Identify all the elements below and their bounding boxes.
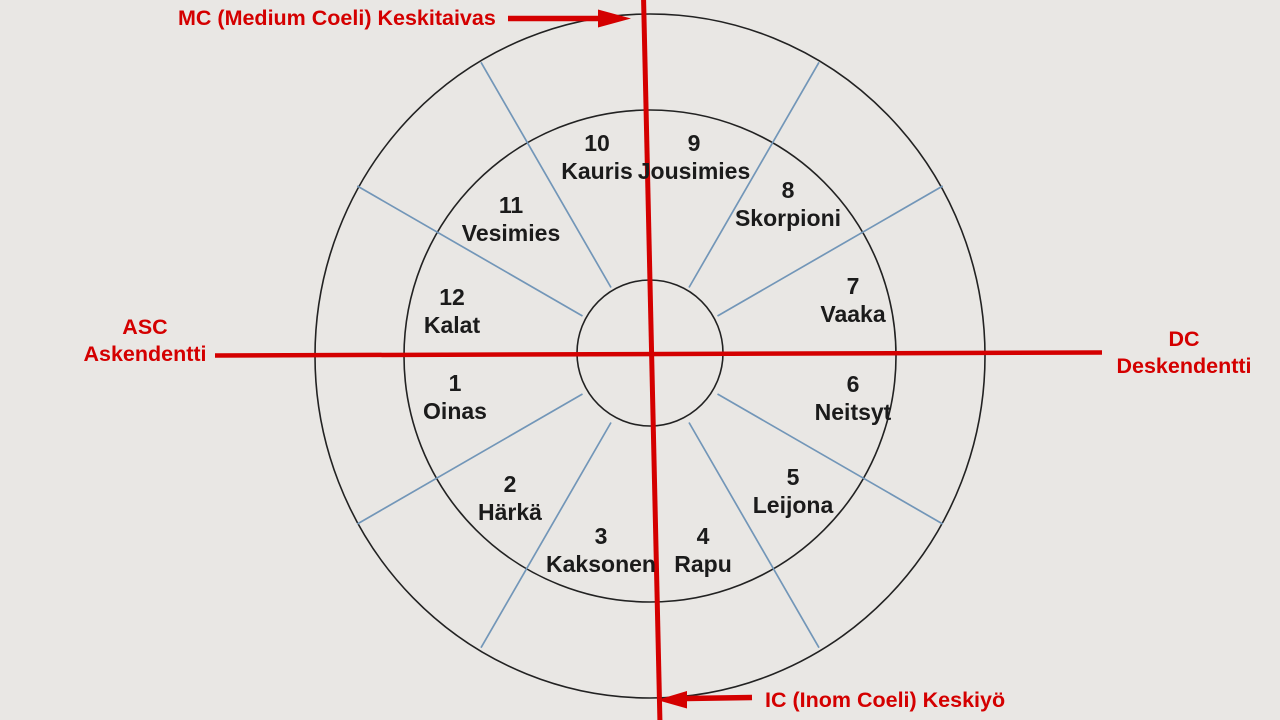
house-number: 5 bbox=[786, 464, 800, 490]
asc-dc-axis-line bbox=[214, 350, 1103, 358]
house-sign-name: Härkä bbox=[478, 499, 542, 525]
house-number: 4 bbox=[696, 523, 710, 549]
house-sign-name: Oinas bbox=[423, 398, 487, 424]
house-number: 7 bbox=[846, 273, 860, 299]
house-label-1: 1 Oinas bbox=[423, 369, 487, 425]
left-arrow-icon bbox=[657, 691, 687, 709]
mc-ic-axis-line bbox=[641, 0, 663, 720]
house-sign-name: Neitsyt bbox=[814, 399, 892, 425]
asc-label: ASC Askendentti bbox=[83, 314, 206, 368]
house-cusp-lines bbox=[356, 61, 944, 649]
house-cusp-line bbox=[688, 422, 820, 649]
house-sign-name: Jousimies bbox=[637, 158, 751, 184]
house-number: 9 bbox=[687, 130, 701, 156]
right-arrow-icon bbox=[598, 9, 631, 28]
house-label-11: 11 Vesimies bbox=[462, 191, 560, 247]
house-cusp-line bbox=[356, 393, 583, 525]
dc-name: Deskendentti bbox=[1116, 354, 1252, 378]
house-sign-name: Skorpioni bbox=[734, 205, 842, 231]
ic-label-text: IC (Inom Coeli) Keskiyö bbox=[765, 688, 1006, 712]
house-label-10: 10 Kauris bbox=[561, 129, 633, 185]
house-label-5: 5 Leijona bbox=[753, 463, 834, 519]
ic-arrow-shaft bbox=[685, 694, 753, 702]
house-cusp-line bbox=[717, 185, 944, 317]
house-label-3: 3 Kaksonen bbox=[546, 522, 656, 578]
house-number: 12 bbox=[439, 284, 465, 310]
mc-arrow bbox=[508, 9, 631, 28]
mc-label-text: MC (Medium Coeli) Keskitaivas bbox=[178, 6, 496, 30]
house-number: 2 bbox=[503, 471, 517, 497]
house-cusp-line bbox=[717, 393, 944, 525]
dc-abbr: DC bbox=[1168, 327, 1200, 351]
house-sign-name: Kauris bbox=[561, 158, 633, 184]
house-number: 1 bbox=[448, 370, 462, 396]
house-sign-name: Rapu bbox=[674, 551, 732, 577]
house-label-7: 7 Vaaka bbox=[820, 272, 885, 328]
house-cusp-line bbox=[356, 185, 583, 317]
house-label-12: 12 Kalat bbox=[424, 283, 480, 339]
asc-abbr: ASC bbox=[122, 315, 168, 339]
house-number: 3 bbox=[594, 523, 608, 549]
mc-label: MC (Medium Coeli) Keskitaivas bbox=[178, 5, 496, 32]
ic-label: IC (Inom Coeli) Keskiyö bbox=[765, 687, 1005, 714]
dc-label: DC Deskendentti bbox=[1116, 326, 1251, 380]
house-sign-name: Leijona bbox=[752, 492, 834, 518]
house-label-4: 4 Rapu bbox=[674, 522, 732, 578]
house-number: 11 bbox=[498, 192, 524, 218]
house-number: 8 bbox=[781, 177, 795, 203]
house-sign-name: Kaksonen bbox=[546, 551, 656, 577]
house-number: 6 bbox=[846, 371, 860, 397]
house-cusp-line bbox=[480, 61, 612, 288]
house-number: 10 bbox=[584, 130, 610, 156]
house-label-2: 2 Härkä bbox=[478, 470, 542, 526]
house-sign-name: Vesimies bbox=[461, 220, 561, 246]
ic-arrow bbox=[657, 691, 753, 709]
house-label-8: 8 Skorpioni bbox=[735, 176, 841, 232]
house-sign-name: Vaaka bbox=[820, 301, 886, 327]
house-sign-name: Kalat bbox=[423, 312, 481, 338]
house-label-6: 6 Neitsyt bbox=[815, 370, 892, 426]
house-label-9: 9 Jousimies bbox=[638, 129, 751, 185]
asc-name: Askendentti bbox=[83, 342, 207, 366]
house-cusp-line bbox=[480, 422, 612, 649]
house-cusp-line bbox=[688, 61, 820, 288]
